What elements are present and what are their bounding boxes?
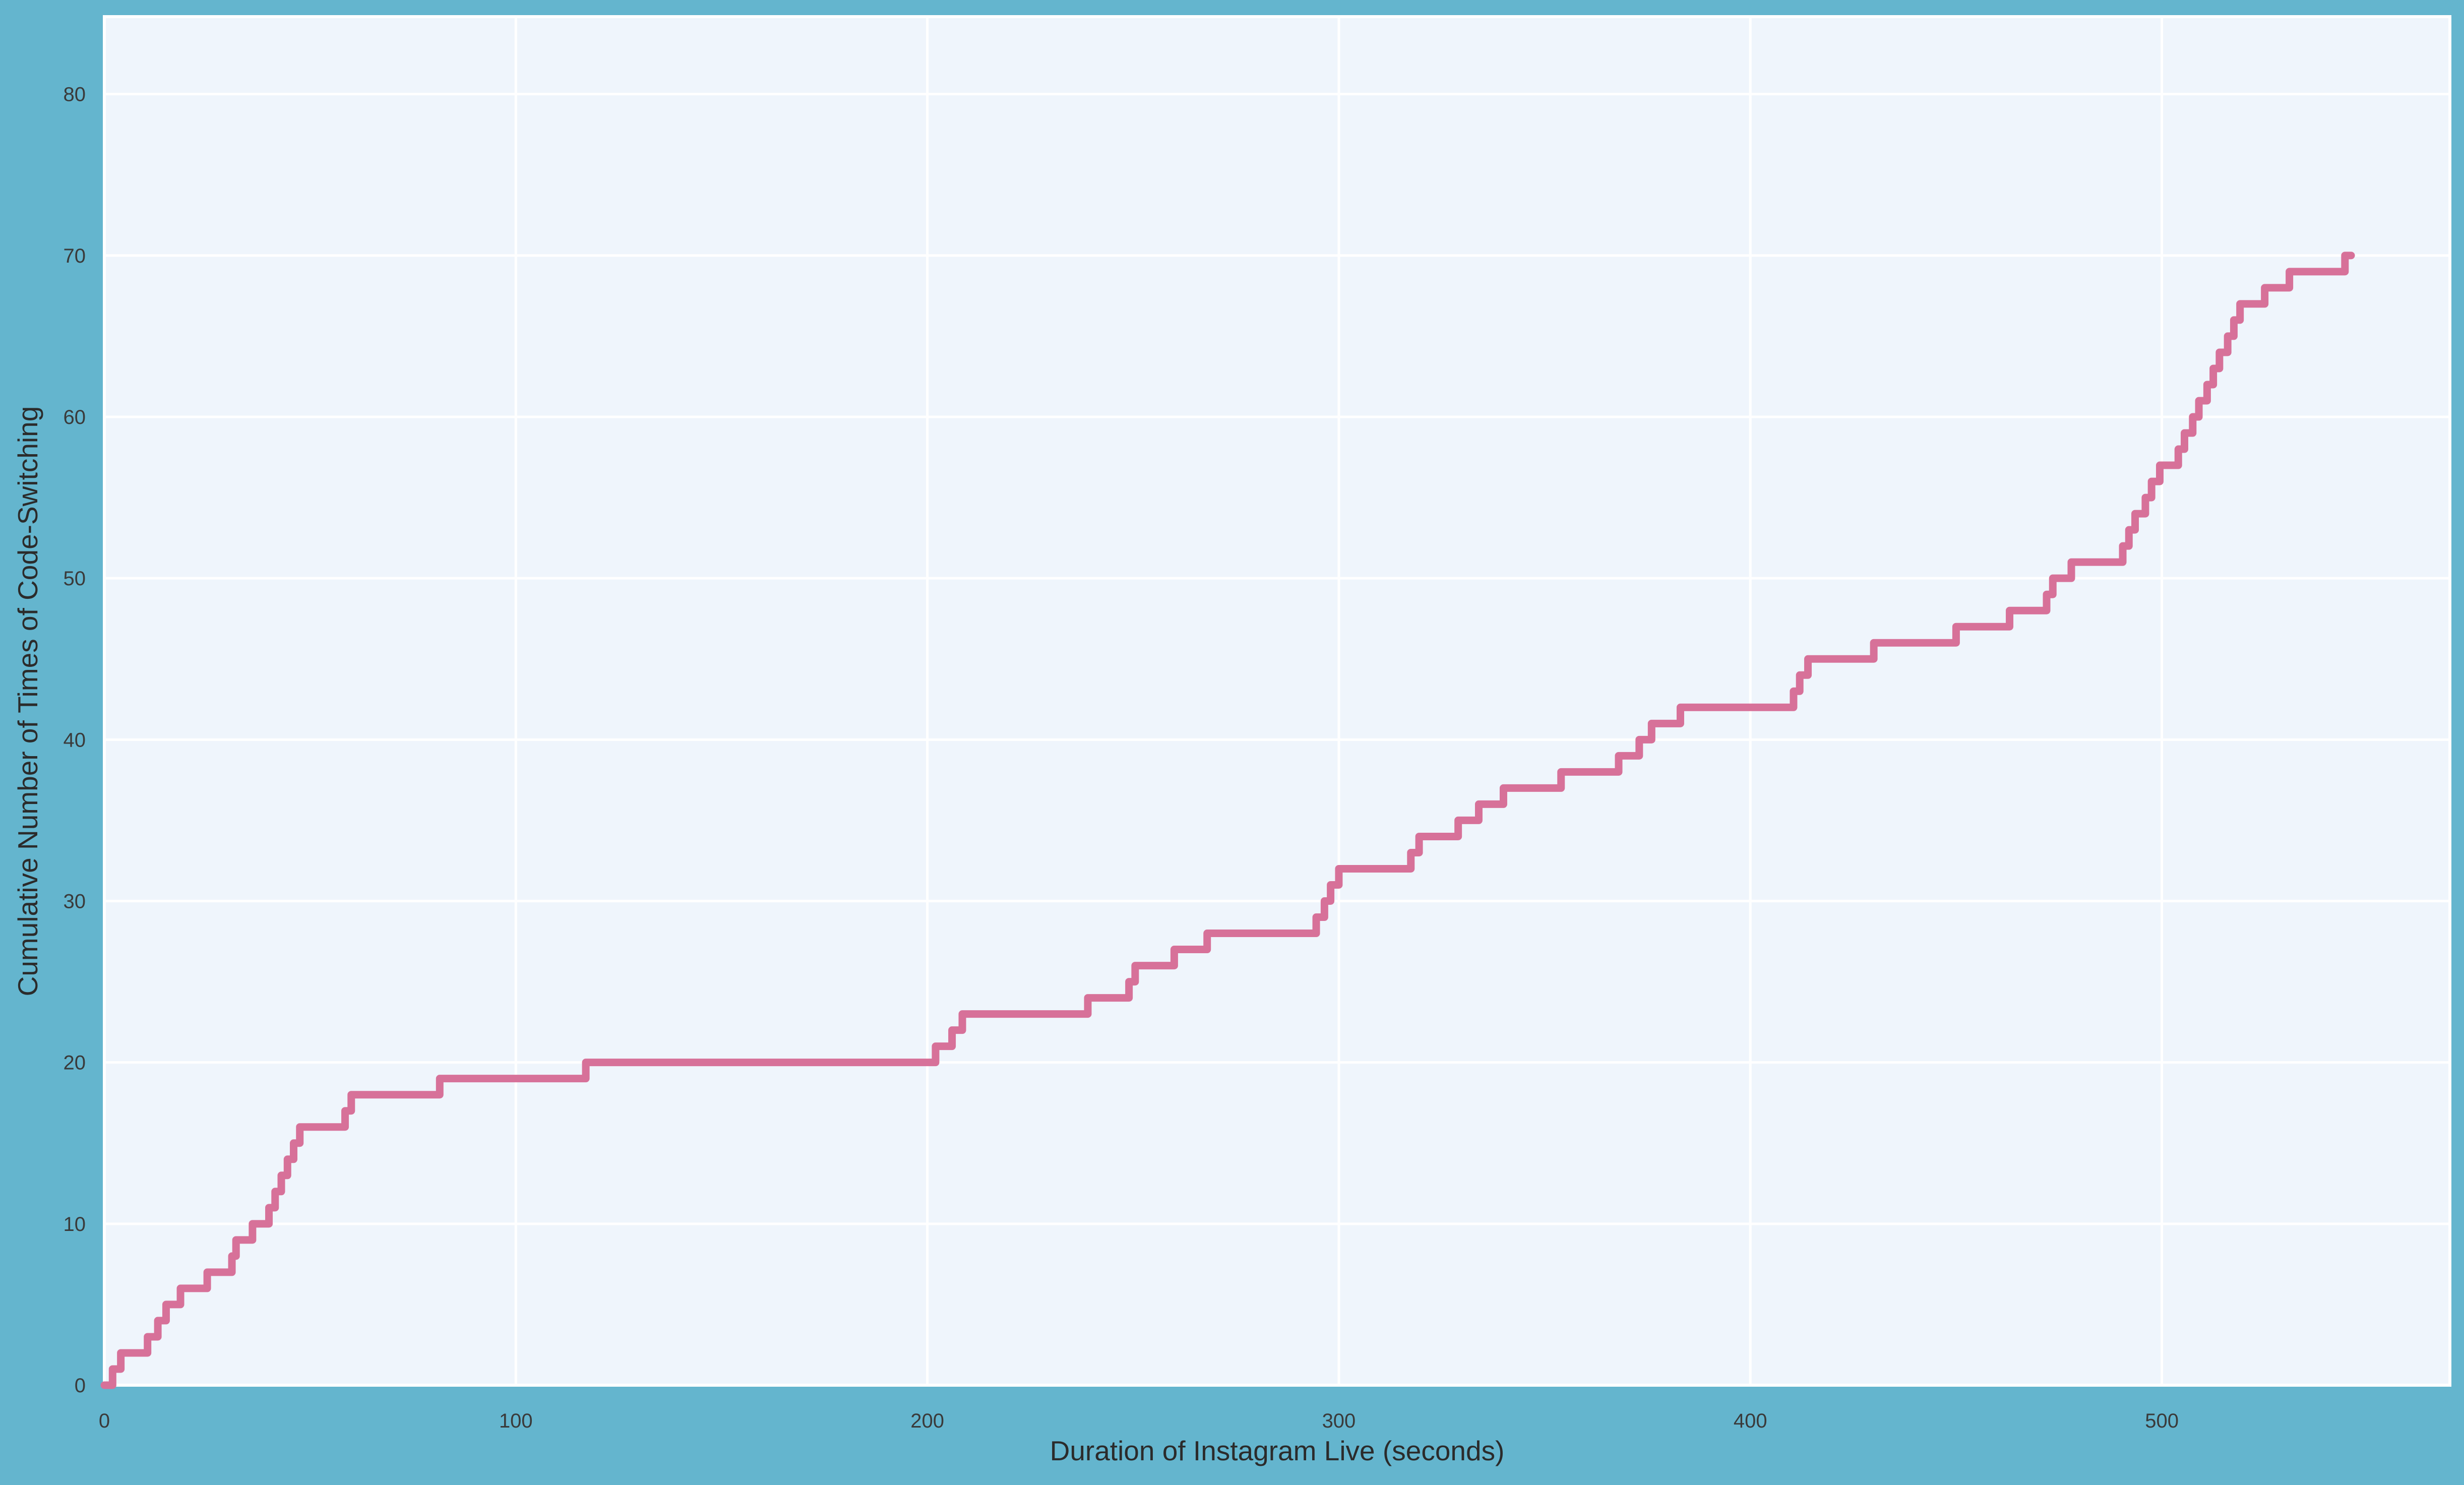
y-tick-label: 20 xyxy=(64,1052,86,1074)
y-tick-label: 10 xyxy=(64,1213,86,1235)
x-tick-label: 100 xyxy=(499,1410,533,1432)
y-tick-label: 80 xyxy=(64,84,86,106)
plot-spines xyxy=(103,15,2451,1387)
plot-area xyxy=(104,17,2450,1385)
y-tick-label: 60 xyxy=(64,406,86,428)
x-tick-label: 200 xyxy=(910,1410,944,1432)
x-tick-label: 400 xyxy=(1734,1410,1767,1432)
x-tick-label: 500 xyxy=(2145,1410,2179,1432)
y-axis-title: Cumulative Number of Times of Code-Switc… xyxy=(12,406,43,997)
y-tick-label: 40 xyxy=(64,729,86,751)
x-axis-title: Duration of Instagram Live (seconds) xyxy=(1050,1435,1505,1466)
x-tick-label: 300 xyxy=(1322,1410,1356,1432)
y-tick-label: 50 xyxy=(64,568,86,590)
cumulative-step-line xyxy=(100,252,2355,1389)
y-tick-label: 30 xyxy=(64,891,86,913)
y-tick-label: 0 xyxy=(75,1375,86,1397)
y-tick-label: 70 xyxy=(64,245,86,267)
x-tick-label: 0 xyxy=(99,1410,110,1432)
